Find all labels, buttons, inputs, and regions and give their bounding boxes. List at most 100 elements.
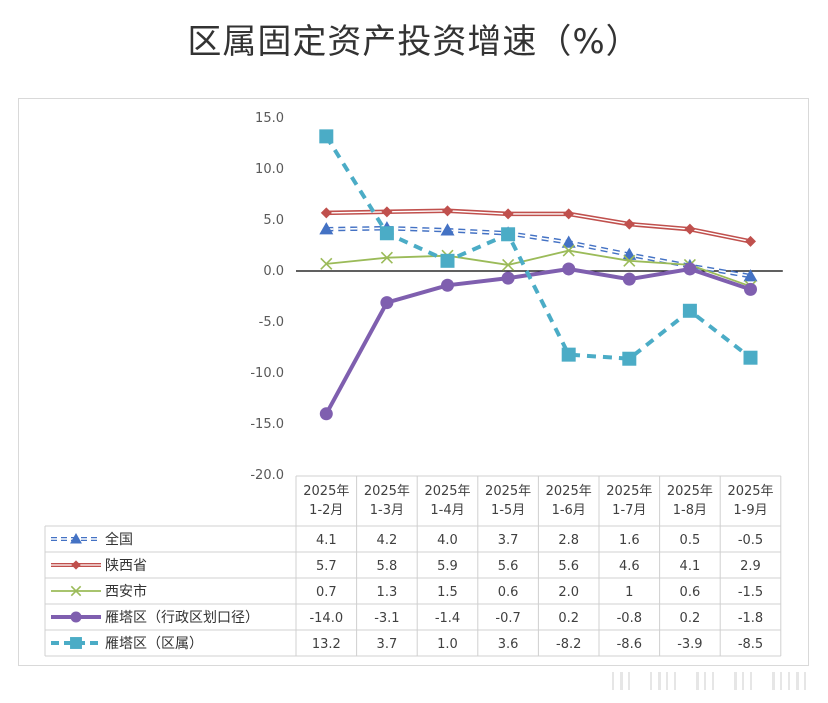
watermark-svg: [612, 672, 806, 690]
x-category-sublabel: 1-5月: [491, 503, 525, 518]
data-point: [684, 223, 696, 235]
table-cell-value: -14.0: [309, 611, 343, 626]
watermark-stroke: [772, 672, 775, 690]
watermark-stroke: [658, 672, 661, 690]
legend-key-marker: [70, 533, 82, 544]
watermark-stroke: [704, 672, 706, 690]
table-cell-value: -8.6: [617, 637, 642, 652]
x-category-label: 2025年: [606, 484, 652, 499]
watermark-stroke: [750, 672, 752, 690]
x-category-label: 2025年: [667, 484, 713, 499]
data-point: [380, 251, 393, 264]
legend-series-name: 雁塔区（行政区划口径）: [105, 610, 259, 626]
series-2: [320, 205, 756, 247]
watermark-stroke: [712, 672, 714, 690]
series-line-inner: [326, 210, 751, 243]
data-point: [683, 262, 697, 276]
table-cell-value: 5.6: [558, 559, 579, 574]
x-category-sublabel: 1-9月: [733, 503, 767, 518]
x-category-sublabel: 1-8月: [673, 503, 707, 518]
legend-series-name: 陕西省: [105, 558, 147, 574]
table-cell-value: -0.8: [617, 611, 642, 626]
series-5: [319, 129, 758, 366]
watermark-stroke: [620, 672, 623, 690]
watermark-stroke: [612, 672, 614, 690]
x-category-label: 2025年: [727, 484, 773, 499]
series-4: [319, 262, 757, 421]
x-category-sublabel: 1-7月: [612, 503, 646, 518]
y-tick-label: 5.0: [263, 213, 284, 228]
data-point: [743, 269, 758, 282]
table-cell-value: 3.6: [498, 637, 519, 652]
watermark-stroke: [788, 672, 790, 690]
x-category-label: 2025年: [546, 484, 592, 499]
legend-series-name: 雁塔区（区属）: [105, 636, 203, 652]
data-point: [563, 208, 575, 220]
data-point: [320, 207, 332, 219]
watermark-stroke: [674, 672, 676, 690]
data-point: [562, 244, 575, 257]
legend-key-marker: [70, 637, 82, 649]
table-cell-value: 2.8: [558, 533, 579, 548]
table-cell-value: -1.5: [738, 585, 763, 600]
table-cell-value: 1: [625, 585, 633, 600]
data-point: [623, 218, 635, 230]
data-point: [622, 272, 636, 286]
table-cell-value: 0.5: [680, 533, 701, 548]
table-cell-value: 0.2: [558, 611, 579, 626]
data-point: [562, 262, 576, 276]
y-tick-label: 15.0: [255, 111, 284, 126]
y-tick-label: -20.0: [250, 468, 284, 483]
table-cell-value: 13.2: [312, 637, 341, 652]
x-category-label: 2025年: [303, 484, 349, 499]
watermark-stroke: [650, 672, 652, 690]
table-cell-value: 5.9: [437, 559, 458, 574]
y-tick-label: -5.0: [259, 315, 284, 330]
data-point: [379, 226, 394, 241]
data-point: [381, 206, 393, 218]
watermark-stroke: [666, 672, 668, 690]
table-cell-value: 4.0: [437, 533, 458, 548]
data-point: [320, 257, 333, 270]
y-tick-label: -10.0: [250, 366, 284, 381]
table-cell-value: -3.9: [677, 637, 702, 652]
table-cell-value: 5.6: [498, 559, 519, 574]
table-cell-value: 4.2: [377, 533, 398, 548]
data-point: [623, 254, 636, 267]
table-cell-value: -0.5: [738, 533, 763, 548]
table-cell-value: 2.9: [740, 559, 761, 574]
x-category-sublabel: 1-6月: [552, 503, 586, 518]
data-point: [622, 351, 637, 366]
table-cell-value: 1.0: [437, 637, 458, 652]
chart-frame: 15.0 10.0 5.0 0.0 -5.0 -10.0 -15.0 -20.0 2025年 1-…: [18, 98, 809, 666]
data-point: [561, 347, 576, 362]
watermark-stroke: [780, 672, 782, 690]
table-cell-value: 0.7: [316, 585, 337, 600]
data-point: [440, 223, 455, 236]
legend-series-name: 西安市: [105, 583, 147, 600]
data-point: [441, 278, 454, 292]
table-cell-value: 4.1: [680, 559, 701, 574]
x-category-sublabel: 1-4月: [430, 503, 464, 518]
table-cell-value: 4.6: [619, 559, 640, 574]
table-cell-value: 5.8: [377, 559, 398, 574]
series-line: [326, 249, 751, 288]
data-point: [442, 205, 453, 217]
watermark-stroke: [796, 672, 799, 690]
data-point: [319, 407, 333, 421]
y-tick-label: 0.0: [263, 264, 284, 279]
series-line: [324, 135, 752, 361]
watermark-stroke: [696, 672, 699, 690]
table-cell-value: 1.3: [377, 585, 398, 600]
data-point: [501, 271, 515, 285]
data-point: [502, 208, 514, 220]
legend-series-name: 全国: [105, 531, 133, 548]
data-point: [744, 282, 757, 296]
y-tick-label: -15.0: [250, 417, 284, 432]
data-point: [682, 303, 697, 318]
legend-key-marker: [70, 585, 82, 597]
table-cell-value: -1.4: [435, 611, 460, 626]
x-category-sublabel: 1-2月: [309, 503, 343, 518]
table-cell-value: -1.8: [738, 611, 763, 626]
data-point: [380, 296, 394, 310]
